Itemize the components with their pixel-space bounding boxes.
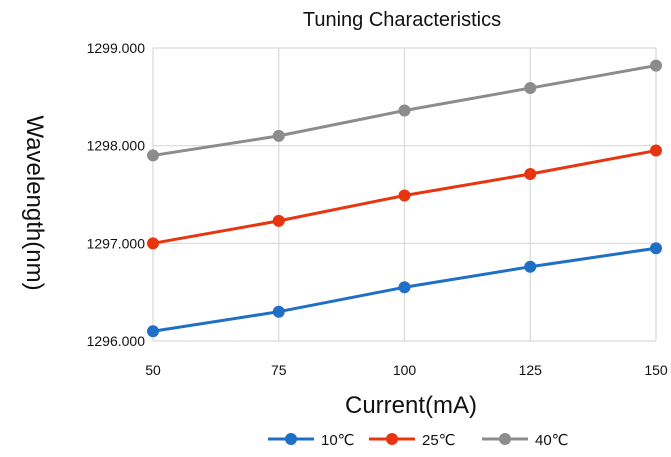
data-point <box>272 129 285 142</box>
data-point <box>524 167 537 180</box>
y-tick-label: 1299.000 <box>87 40 146 56</box>
chart-title: Tuning Characteristics <box>303 9 501 31</box>
legend-label: 40℃ <box>535 432 569 449</box>
axis-ticks: 1296.000 1297.000 1298.000 1299.000 50 75 100 1… <box>87 40 668 378</box>
y-tick-label: 1298.000 <box>87 138 146 154</box>
legend-item: 10℃ <box>268 432 355 449</box>
legend-label: 10℃ <box>321 432 355 449</box>
data-point <box>398 189 411 202</box>
legend-label: 25℃ <box>422 432 456 449</box>
data-point <box>147 237 159 250</box>
data-point <box>650 242 662 255</box>
x-tick-label: 50 <box>145 362 161 378</box>
data-point <box>147 149 159 162</box>
x-tick-label: 100 <box>393 362 417 378</box>
data-point <box>147 325 159 338</box>
legend-marker <box>499 433 511 445</box>
series-group <box>147 144 662 250</box>
data-point <box>650 144 662 157</box>
legend-marker <box>386 433 398 445</box>
data-point <box>398 281 411 294</box>
x-tick-label: 150 <box>644 362 668 378</box>
legend-item: 25℃ <box>369 432 456 449</box>
data-point <box>272 214 285 227</box>
legend: 10℃ 25℃ 40℃ <box>268 432 569 449</box>
data-point <box>524 260 537 273</box>
data-point <box>650 59 662 72</box>
data-point <box>272 305 285 318</box>
y-tick-label: 1296.000 <box>87 333 146 349</box>
legend-marker <box>285 433 297 445</box>
series-lines <box>147 59 662 338</box>
series-group <box>147 59 662 162</box>
x-tick-label: 125 <box>519 362 543 378</box>
y-axis-title: Wavelength(nm) <box>21 115 48 290</box>
legend-item: 40℃ <box>482 432 569 449</box>
x-tick-label: 75 <box>271 362 287 378</box>
grid <box>152 47 657 342</box>
x-axis-title: Current(mA) <box>345 392 477 419</box>
data-point <box>398 104 411 117</box>
y-tick-label: 1297.000 <box>87 235 146 251</box>
data-point <box>524 82 537 95</box>
series-group <box>147 242 662 338</box>
